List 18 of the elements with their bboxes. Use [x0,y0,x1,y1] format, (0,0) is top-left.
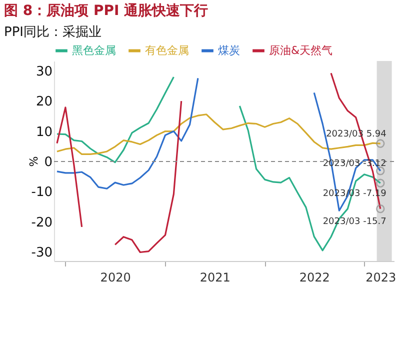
y-tick-label: 0 [44,154,52,170]
chart-subtitle: PPI同比：采掘业 [4,25,102,40]
x-tick-label: 2020 [100,270,131,284]
chart-title: 图 8：原油项 PPI 通胀快速下行 [4,2,208,19]
y-tick-label: -30 [31,245,52,260]
legend-label: 原油&天然气 [269,44,333,57]
y-tick-label: 10 [36,124,52,140]
x-tick-label: 2023 [366,270,396,284]
y-axis-title: % [26,156,40,167]
x-tick-label: 2022 [299,270,330,284]
legend-label: 煤炭 [218,44,240,57]
y-tick-label: 20 [36,94,52,110]
text: 黑色金属 [72,44,116,57]
y-tick-label: 30 [36,64,52,80]
y-tick-label: -10 [31,185,52,200]
legend-label: 有色金属 [145,44,189,57]
x-tick-label: 2021 [200,270,230,284]
y-tick-label: -20 [31,215,52,230]
